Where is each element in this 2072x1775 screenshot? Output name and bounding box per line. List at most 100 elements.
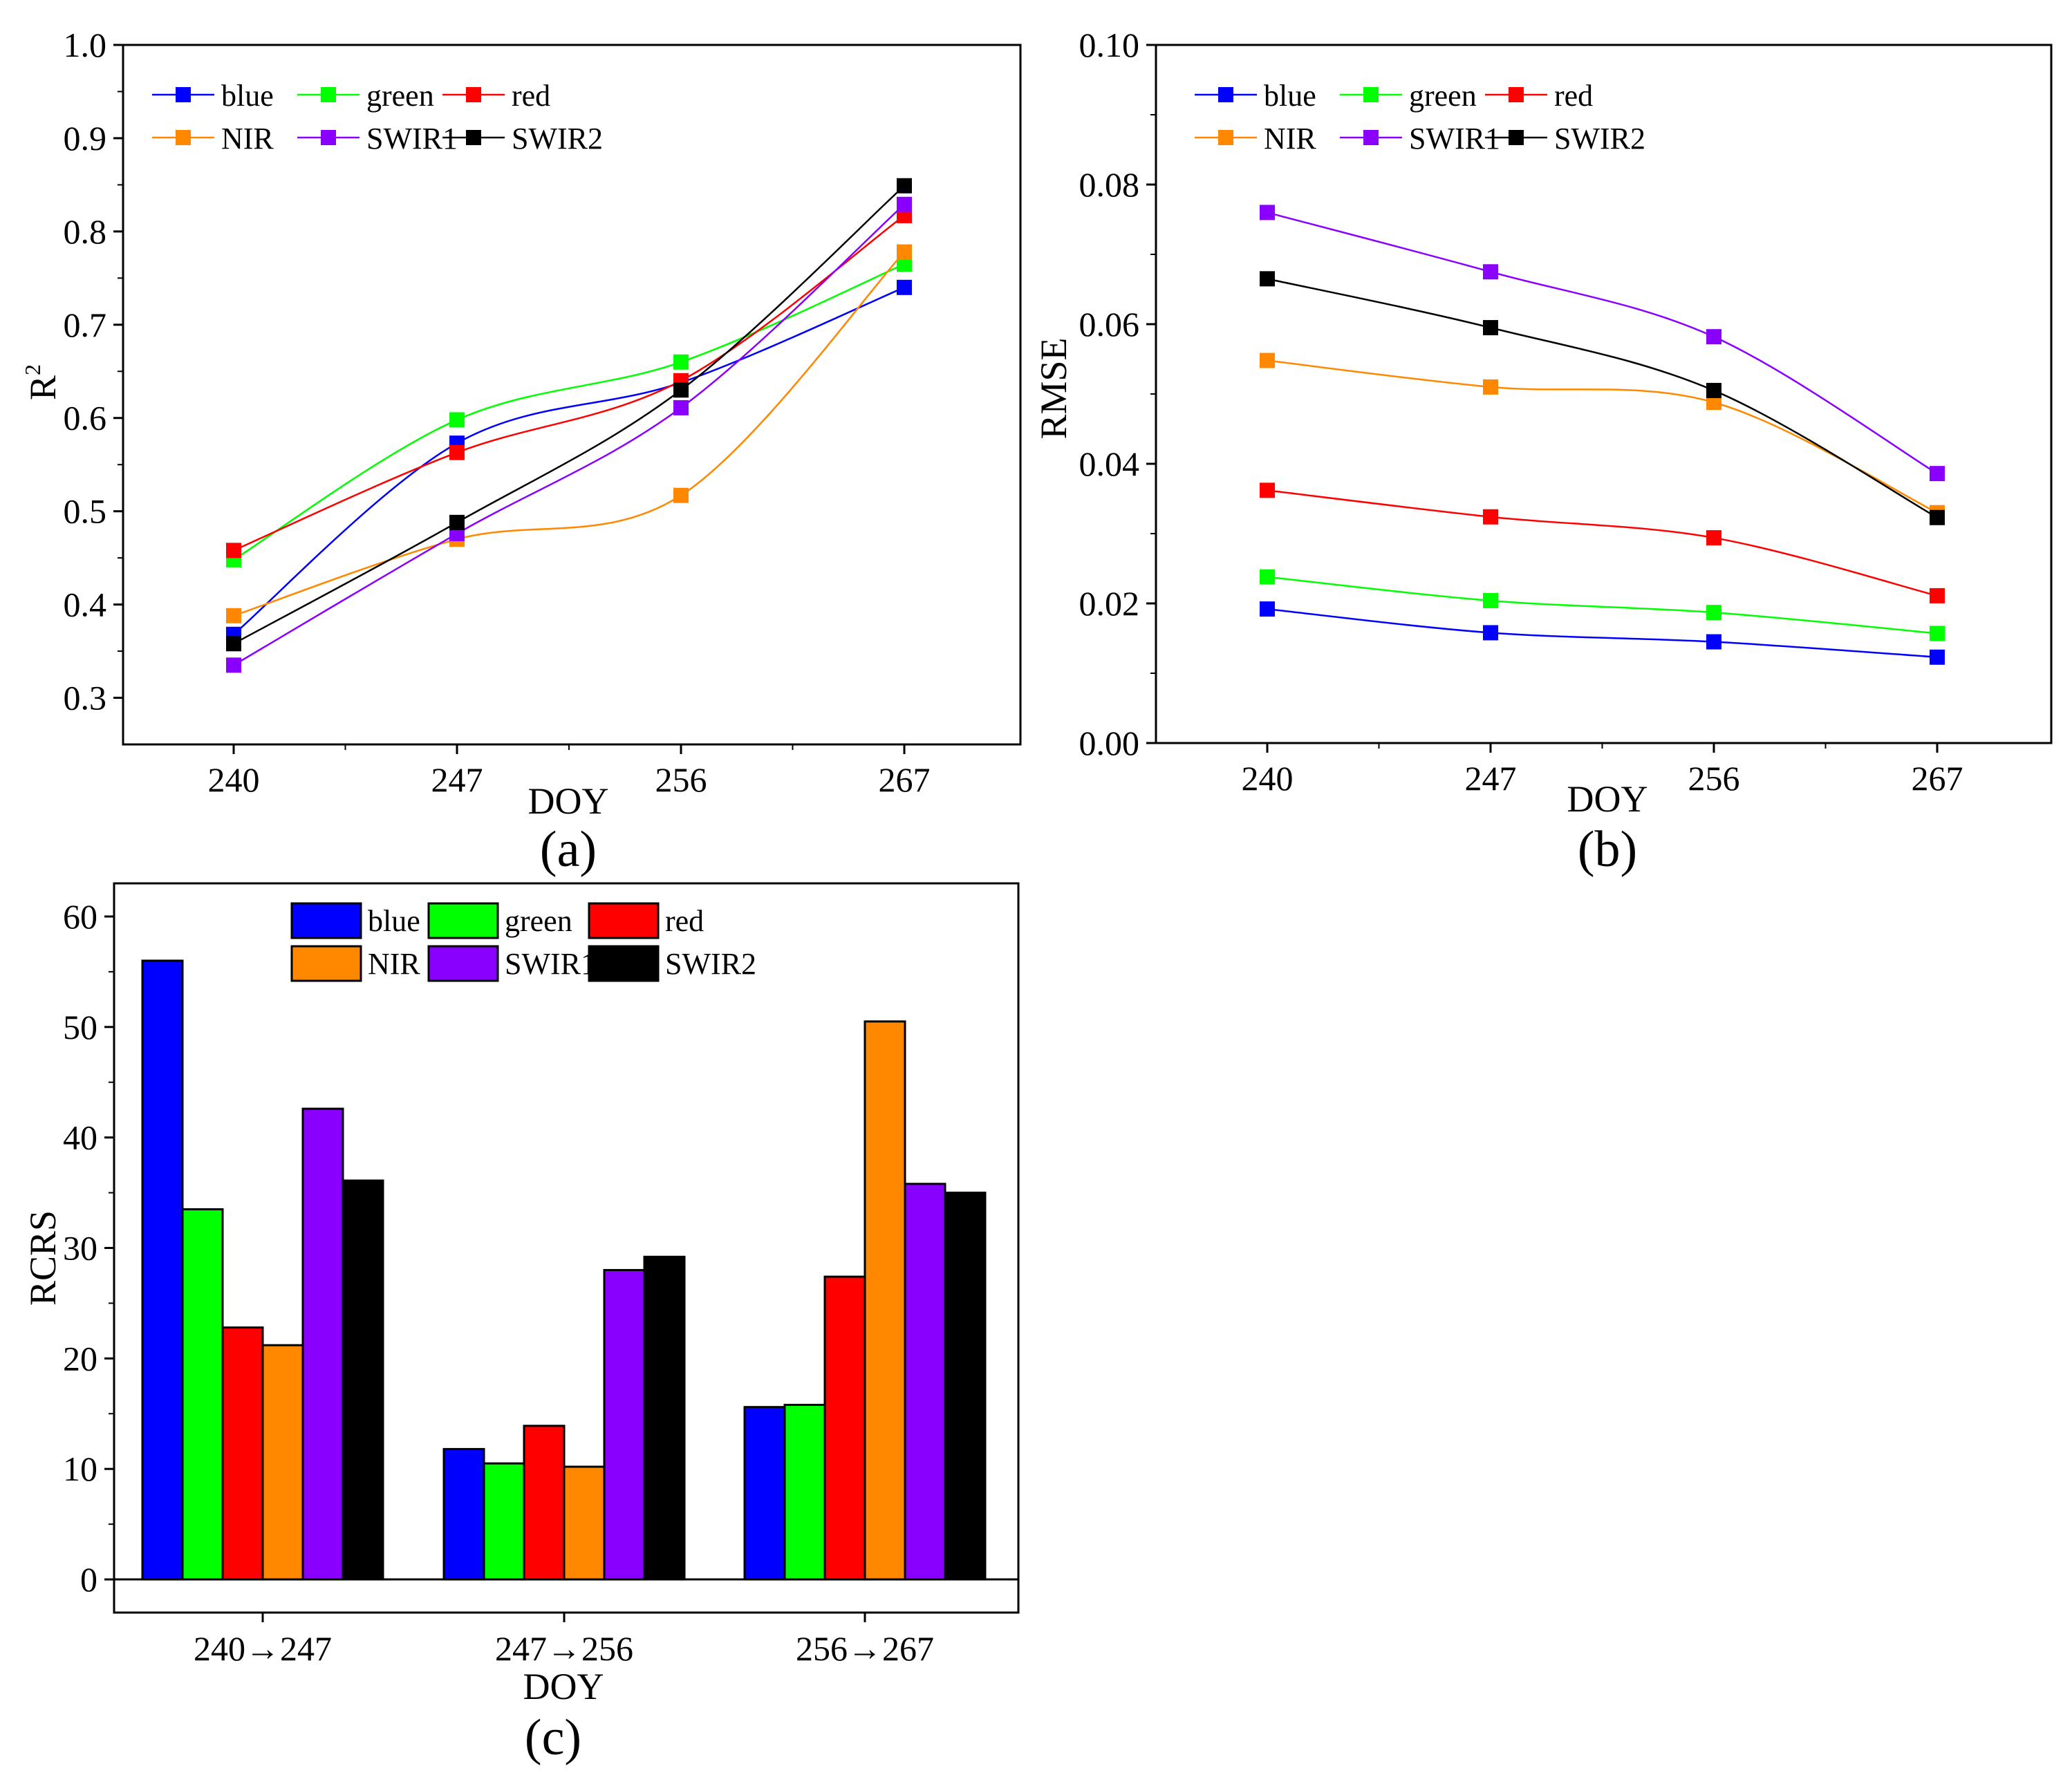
- panel-b-point-nir: [1483, 379, 1498, 395]
- panel-c-rcrs-chart: (c) DOY RCRS 0 10 20 30 40 50 60 240→247 247→256…: [22, 882, 1020, 1766]
- panel-a-legend-marker-red: [466, 87, 481, 102]
- panel-a-point-swir2: [897, 178, 912, 194]
- panel-a-y-tick-label: 0.7: [64, 306, 107, 344]
- panel-b-y-tick-label: 0.04: [1079, 444, 1140, 483]
- panel-a-x-tick-label: 247: [431, 760, 483, 799]
- panel-a-point-nir: [897, 244, 912, 260]
- panel-c-legend-swatch-blue: [290, 902, 362, 939]
- panel-c-bar-blue: [442, 1447, 485, 1581]
- panel-b-series-line-swir2: [1267, 278, 1938, 518]
- panel-c-bar-swir1: [603, 1268, 646, 1581]
- panel-b-legend-label-swir1: SWIR1: [1409, 122, 1500, 156]
- panel-a-point-swir2: [673, 382, 689, 398]
- panel-b-legend-label-swir2: SWIR2: [1554, 122, 1645, 156]
- panel-a-legend-marker-blue: [176, 87, 191, 102]
- panel-a-y-tick-label: 0.4: [64, 585, 107, 624]
- panel-b-point-blue: [1260, 601, 1275, 617]
- panel-a-legend-marker-swir2: [466, 130, 481, 145]
- panel-a-point-swir2: [226, 636, 241, 652]
- panel-b-series-line-swir1: [1267, 212, 1938, 475]
- panel-a-legend-marker-nir: [176, 130, 191, 145]
- panel-b-point-red: [1706, 530, 1721, 546]
- panel-a-legend-label-green: green: [366, 79, 434, 113]
- panel-b-y-tick-label: 0.02: [1079, 584, 1140, 623]
- panel-c-legend-label-swir1: SWIR1: [505, 947, 596, 981]
- panel-c-legend-swatch-swir2: [588, 945, 660, 982]
- panel-b-y-tick-label: 0.10: [1079, 26, 1140, 64]
- panel-b-legend-label-green: green: [1409, 79, 1477, 113]
- panel-a-legend-label-nir: NIR: [221, 122, 274, 156]
- panel-c-legend: blue green red NIR SWIR1 SWIR2: [290, 902, 756, 982]
- panel-a-xlabel: DOY: [528, 780, 609, 822]
- panel-c-y-tick-label: 50: [63, 1008, 97, 1046]
- panel-b-x-tick-label: 256: [1688, 759, 1740, 798]
- panel-c-bar-swir2: [643, 1255, 686, 1581]
- panel-a-point-nir: [673, 487, 689, 503]
- panel-a-point-swir1: [673, 400, 689, 415]
- panel-a-caption: (a): [540, 821, 597, 878]
- panel-b-point-swir1: [1260, 205, 1275, 220]
- panel-a-x-tick-label: 267: [879, 760, 931, 799]
- panel-a-legend-marker-green: [321, 87, 336, 102]
- panel-a-y-tick-label: 0.8: [64, 212, 107, 251]
- panel-a-y-tick-label: 1.0: [64, 26, 107, 64]
- panel-b-legend-label-red: red: [1554, 79, 1593, 113]
- panel-a-legend-label-swir1: SWIR1: [366, 122, 458, 156]
- panel-a-legend-label-swir2: SWIR2: [512, 122, 603, 156]
- panel-b-legend-marker-swir1: [1363, 130, 1379, 145]
- panel-b-point-nir: [1706, 395, 1721, 411]
- panel-c-bar-blue: [743, 1406, 786, 1581]
- panel-b-ylabel: RMSE: [1033, 337, 1074, 439]
- panel-c-legend-swatch-swir1: [427, 945, 499, 982]
- panel-b-point-swir2: [1930, 509, 1945, 525]
- panel-b-legend-label-nir: NIR: [1264, 122, 1316, 156]
- panel-a-series-line-swir1: [233, 203, 905, 666]
- panel-a-point-green: [897, 256, 912, 272]
- panel-c-legend-swatch-green: [427, 902, 499, 939]
- panel-a-point-green: [673, 354, 689, 370]
- panel-c-bar-blue: [141, 959, 184, 1581]
- panel-c-y-tick-label: 30: [63, 1229, 97, 1268]
- panel-b-point-green: [1260, 569, 1275, 585]
- panel-b-point-nir: [1260, 353, 1275, 368]
- panel-b-series-group: [1260, 205, 1945, 665]
- panel-a-point-blue: [897, 279, 912, 295]
- panel-b-xlabel: DOY: [1567, 778, 1648, 820]
- panel-a-y-axis: 0.3 0.4 0.5 0.6 0.7 0.8 0.9 1.0: [64, 26, 123, 717]
- panel-b-point-swir1: [1706, 329, 1721, 345]
- panel-c-bar-nir: [864, 1020, 906, 1581]
- panel-c-y-tick-label: 20: [63, 1339, 97, 1378]
- panel-a-plot-frame: [122, 44, 1022, 746]
- panel-b-point-swir2: [1483, 320, 1498, 336]
- panel-c-legend-label-green: green: [505, 904, 572, 938]
- panel-b-series-line-blue: [1267, 608, 1938, 659]
- panel-c-ylabel: RCRS: [22, 1210, 64, 1306]
- panel-c-x-axis: 240→247 247→256 256→267: [194, 1613, 934, 1668]
- panel-a-x-tick-label: 256: [655, 760, 707, 799]
- panel-a-point-red: [226, 543, 241, 558]
- panel-a-point-swir1: [897, 196, 912, 212]
- panel-b-x-axis: 240 247 256 267: [1242, 743, 1963, 798]
- panel-b-point-green: [1930, 626, 1945, 641]
- panel-b-legend: blue green red NIR SWIR1 SWIR2: [1195, 79, 1645, 156]
- panel-a-y-tick-label: 0.3: [64, 679, 107, 717]
- panel-c-bar-swir1: [904, 1183, 946, 1581]
- panel-b-point-swir2: [1706, 382, 1721, 398]
- panel-a-series-line-red: [233, 214, 905, 552]
- panel-a-series-line-green: [233, 263, 905, 561]
- panel-c-legend-swatch-nir: [290, 945, 362, 982]
- panel-b-rmse-chart: (b) DOY RMSE 0.00 0.02 0.04 0.06 0.08 0.10 240…: [1033, 26, 2053, 878]
- panel-b-point-red: [1483, 509, 1498, 525]
- panel-b-legend-label-blue: blue: [1264, 79, 1316, 113]
- panel-b-y-tick-label: 0.00: [1079, 724, 1140, 762]
- panel-b-point-green: [1483, 592, 1498, 608]
- panel-c-y-tick-label: 10: [63, 1449, 97, 1488]
- panel-a-series-group: [226, 178, 912, 673]
- panel-a-x-axis: 240 247 256 267: [208, 744, 931, 799]
- panel-c-xlabel: DOY: [523, 1666, 604, 1707]
- panel-b-series-line-red: [1267, 489, 1938, 597]
- panel-a-legend-label-blue: blue: [221, 79, 274, 113]
- panel-c-bar-swir2: [342, 1179, 384, 1581]
- panel-c-y-tick-label: 0: [80, 1560, 97, 1599]
